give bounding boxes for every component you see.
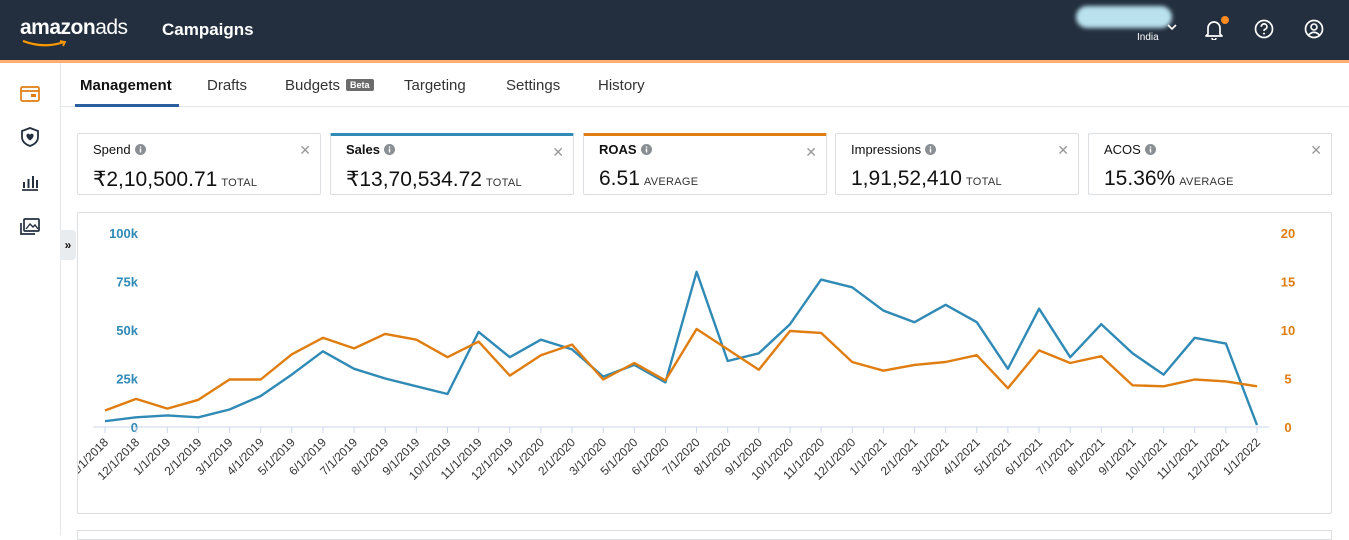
brand-shield-icon[interactable] <box>19 126 41 148</box>
top-navigation-bar: amazonads Campaigns India <box>0 0 1349 60</box>
metric-label-container: Impressions <box>851 142 937 157</box>
right-axis-tick-label: 0 <box>1284 420 1291 435</box>
campaign-table-panel <box>77 530 1332 540</box>
metric-label-container: Sales <box>346 142 395 157</box>
metric-unit: TOTAL <box>965 176 1002 188</box>
amazon-ads-logo[interactable]: amazonads <box>20 16 128 40</box>
left-axis-tick-label: 0 <box>131 420 138 435</box>
tab-targeting[interactable]: Targeting <box>404 77 466 94</box>
info-icon[interactable] <box>640 144 652 155</box>
tab-settings[interactable]: Settings <box>506 77 561 94</box>
metric-label-container: ACOS <box>1104 142 1156 157</box>
close-icon[interactable]: ✕ <box>1310 142 1322 158</box>
right-axis-tick-label: 20 <box>1281 226 1295 241</box>
info-icon[interactable] <box>383 144 395 155</box>
metric-card-sales[interactable]: Sales ✕ ₹13,70,534.72 TOTAL <box>330 133 574 195</box>
metric-value-container: 15.36% AVERAGE <box>1104 167 1234 191</box>
right-axis-tick-label: 5 <box>1284 372 1291 387</box>
page-title: Campaigns <box>162 20 254 39</box>
series-line-roas <box>104 327 1258 412</box>
info-icon[interactable] <box>925 144 937 155</box>
account-country[interactable]: India <box>1137 32 1159 43</box>
metric-value: ₹2,10,500.71 <box>93 168 218 191</box>
metric-value: 1,91,52,410 <box>851 167 962 190</box>
info-icon[interactable] <box>134 144 146 155</box>
right-axis-tick-label: 10 <box>1281 323 1295 338</box>
metric-unit: TOTAL <box>485 177 522 189</box>
metric-card-roas[interactable]: ROAS ✕ 6.51 AVERAGE <box>583 133 827 195</box>
metric-label: ROAS <box>599 142 637 157</box>
top-bar-accent <box>0 60 1349 63</box>
tab-budgets[interactable]: Budgets Beta <box>285 77 374 94</box>
left-axis-tick-label: 100k <box>109 226 139 241</box>
tab-budgets-label: Budgets <box>285 77 341 94</box>
logo-main: amazon <box>20 16 96 39</box>
metric-card-spend[interactable]: Spend ✕ ₹2,10,500.71 TOTAL <box>77 133 321 195</box>
left-navigation-rail <box>0 63 61 535</box>
close-icon[interactable]: ✕ <box>299 142 311 158</box>
performance-line-chart: 025k50k75k100k0510152011/1/201812/1/2018… <box>78 226 1295 483</box>
close-icon[interactable]: ✕ <box>1057 142 1069 158</box>
tab-bar: Management Drafts Budgets Beta Targeting … <box>61 63 1349 107</box>
left-axis-tick-label: 75k <box>116 275 138 290</box>
close-icon[interactable]: ✕ <box>552 144 564 160</box>
metric-value: ₹13,70,534.72 <box>346 168 482 191</box>
metric-card-impressions[interactable]: Impressions ✕ 1,91,52,410 TOTAL <box>835 133 1079 195</box>
metric-unit: TOTAL <box>221 177 258 189</box>
metric-label: ACOS <box>1104 142 1141 157</box>
account-name-redacted[interactable] <box>1076 6 1172 28</box>
user-icon[interactable] <box>1303 18 1325 40</box>
campaign-manager-icon[interactable] <box>19 83 41 105</box>
metric-value-container: 1,91,52,410 TOTAL <box>851 167 1002 191</box>
metric-value-container: ₹2,10,500.71 TOTAL <box>93 167 257 192</box>
right-axis-tick-label: 15 <box>1281 275 1295 290</box>
beta-badge: Beta <box>346 79 374 91</box>
metric-value-container: ₹13,70,534.72 TOTAL <box>346 167 522 192</box>
reports-icon[interactable] <box>19 171 41 193</box>
metric-unit: AVERAGE <box>643 176 699 188</box>
metric-label-container: ROAS <box>599 142 652 157</box>
metric-value: 6.51 <box>599 167 640 190</box>
logo-suffix: ads <box>95 16 128 39</box>
metric-value-container: 6.51 AVERAGE <box>599 167 698 191</box>
metric-unit: AVERAGE <box>1179 176 1234 188</box>
series-line-sales <box>104 270 1259 426</box>
metric-label: Sales <box>346 142 380 157</box>
tab-management[interactable]: Management <box>80 77 172 94</box>
tab-history[interactable]: History <box>598 77 645 94</box>
media-icon[interactable] <box>19 216 41 238</box>
metric-value: 15.36% <box>1104 167 1176 190</box>
active-tab-indicator <box>75 104 179 107</box>
help-icon[interactable] <box>1253 18 1275 40</box>
close-icon[interactable]: ✕ <box>805 144 817 160</box>
notification-dot <box>1221 16 1229 24</box>
left-axis-tick-label: 50k <box>116 323 138 338</box>
tab-drafts[interactable]: Drafts <box>207 77 248 94</box>
metric-label: Spend <box>93 142 131 157</box>
info-icon[interactable] <box>1144 144 1156 155</box>
metric-label-container: Spend <box>93 142 146 157</box>
left-axis-tick-label: 25k <box>116 372 138 387</box>
sidebar-expand-button[interactable]: » <box>60 230 76 260</box>
logo-smile-icon <box>22 40 67 47</box>
metric-card-acos[interactable]: ACOS ✕ 15.36% AVERAGE <box>1088 133 1332 195</box>
bell-icon[interactable] <box>1203 18 1225 40</box>
performance-chart-panel: 0 25k 50k 75k 100k 0 5 10 15 20 11/1/2018 12/1/2018… <box>77 212 1332 514</box>
metric-label: Impressions <box>851 142 922 157</box>
chevron-down-icon[interactable] <box>1166 22 1178 32</box>
